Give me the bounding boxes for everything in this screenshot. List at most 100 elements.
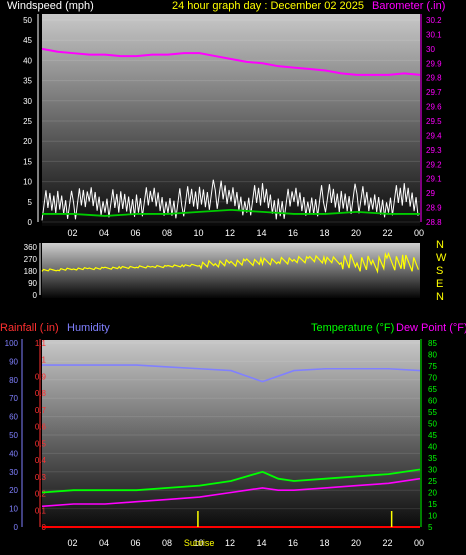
- x-tick-label: 20: [351, 538, 361, 548]
- humidity-tick-label: 80: [9, 376, 18, 385]
- temperature-tick-label: 70: [428, 374, 437, 383]
- rainfall-tick-label: 0.3: [35, 473, 47, 482]
- barometer-tick-label: 29.2: [426, 160, 442, 169]
- temperature-tick-label: 50: [428, 420, 437, 429]
- x-tick-label: 18: [320, 228, 330, 238]
- wind-tick-label: 30: [23, 97, 32, 106]
- x-tick-label: 22: [383, 538, 393, 548]
- sunrise-label: Sunrise: [184, 538, 215, 548]
- wind-tick-label: 50: [23, 16, 32, 25]
- barometer-tick-label: 29: [426, 189, 435, 198]
- humidity-tick-label: 40: [9, 449, 18, 458]
- x-tick-label: 22: [383, 228, 393, 238]
- barometer-tick-label: 29.8: [426, 74, 442, 83]
- x-tick-label: 00: [414, 538, 424, 548]
- x-tick-label: 06: [131, 538, 141, 548]
- chart-title: 24 hour graph day : December 02 2025: [172, 0, 364, 12]
- temperature-tick-label: 45: [428, 431, 437, 440]
- temperature-tick-label: 15: [428, 500, 437, 509]
- panel-temp-bg: [42, 340, 420, 530]
- temperature-tick-label: 30: [428, 466, 437, 475]
- compass-label: N: [436, 291, 444, 303]
- temperature-tick-label: 65: [428, 385, 437, 394]
- dewpoint-axis-label: Dew Point (°F): [396, 322, 466, 334]
- wind-tick-label: 5: [28, 198, 33, 207]
- rainfall-tick-label: 0.9: [35, 372, 47, 381]
- humidity-tick-label: 50: [9, 431, 18, 440]
- rainfall-tick-label: 0.8: [35, 389, 47, 398]
- barometer-tick-label: 29.3: [426, 146, 442, 155]
- wind-tick-label: 10: [23, 178, 32, 187]
- humidity-tick-label: 10: [9, 505, 18, 514]
- wind-tick-label: 0: [28, 218, 33, 227]
- temperature-tick-label: 60: [428, 397, 437, 406]
- wind-tick-label: 25: [23, 117, 32, 126]
- direction-tick-label: 270: [24, 255, 38, 264]
- x-tick-label: 10: [194, 538, 204, 548]
- barometer-tick-label: 29.4: [426, 131, 442, 140]
- barometer-tick-label: 30.2: [426, 16, 442, 25]
- temperature-tick-label: 55: [428, 408, 437, 417]
- x-tick-label: 18: [320, 538, 330, 548]
- barometer-tick-label: 30.1: [426, 30, 442, 39]
- temperature-tick-label: 25: [428, 477, 437, 486]
- x-tick-label: 12: [225, 228, 235, 238]
- humidity-tick-label: 90: [9, 357, 18, 366]
- x-tick-label: 10: [194, 228, 204, 238]
- direction-tick-label: 360: [24, 243, 38, 252]
- barometer-tick-label: 29.5: [426, 117, 442, 126]
- rainfall-tick-label: 0.1: [35, 506, 47, 515]
- x-tick-label: 00: [414, 228, 424, 238]
- temperature-tick-label: 5: [428, 523, 433, 532]
- barometer-tick-label: 30: [426, 45, 435, 54]
- humidity-tick-label: 70: [9, 394, 18, 403]
- temperature-tick-label: 40: [428, 443, 437, 452]
- panel-direction-bg: [42, 243, 420, 298]
- rainfall-axis-label: Rainfall (.in): [0, 322, 59, 334]
- temperature-tick-label: 75: [428, 362, 437, 371]
- x-tick-label: 20: [351, 228, 361, 238]
- x-tick-label: 08: [162, 538, 172, 548]
- x-tick-label: 12: [225, 538, 235, 548]
- barometer-tick-label: 29.6: [426, 103, 442, 112]
- temperature-tick-label: 10: [428, 512, 437, 521]
- x-tick-label: 16: [288, 538, 298, 548]
- direction-tick-label: 90: [28, 279, 37, 288]
- temperature-tick-label: 85: [428, 339, 437, 348]
- x-tick-label: 04: [99, 228, 109, 238]
- rainfall-tick-label: 1: [42, 356, 47, 365]
- wind-tick-label: 45: [23, 36, 32, 45]
- humidity-tick-label: 0: [14, 523, 19, 532]
- wind-direction-line: [41, 251, 419, 274]
- x-tick-label: 06: [131, 228, 141, 238]
- barometer-tick-label: 29.7: [426, 88, 442, 97]
- compass-label: N: [436, 239, 444, 251]
- humidity-tick-label: 100: [5, 339, 19, 348]
- wind-tick-label: 20: [23, 137, 32, 146]
- panel-wind-bg: [42, 14, 420, 226]
- windspeed-axis-label: Windspeed (mph): [7, 0, 94, 12]
- humidity-tick-label: 30: [9, 468, 18, 477]
- x-tick-label: 08: [162, 228, 172, 238]
- compass-label: S: [436, 265, 443, 277]
- humidity-tick-label: 20: [9, 486, 18, 495]
- temperature-tick-label: 20: [428, 489, 437, 498]
- rainfall-tick-label: 0.6: [35, 423, 47, 432]
- barometer-axis-label: Barometer (.in): [372, 0, 445, 12]
- x-tick-label: 02: [68, 538, 78, 548]
- rainfall-tick-label: 0.2: [35, 490, 47, 499]
- compass-label: E: [436, 278, 443, 290]
- barometer-tick-label: 29.9: [426, 59, 442, 68]
- humidity-tick-label: 60: [9, 413, 18, 422]
- x-tick-label: 04: [99, 538, 109, 548]
- barometer-line: [41, 47, 421, 76]
- rainfall-tick-label: 0.7: [35, 406, 47, 415]
- direction-tick-label: 180: [24, 267, 38, 276]
- barometer-tick-label: 29.1: [426, 175, 442, 184]
- temperature-tick-label: 35: [428, 454, 437, 463]
- humidity-axis-label: Humidity: [67, 322, 110, 334]
- barometer-tick-label: 28.8: [426, 218, 442, 227]
- x-tick-label: 02: [68, 228, 78, 238]
